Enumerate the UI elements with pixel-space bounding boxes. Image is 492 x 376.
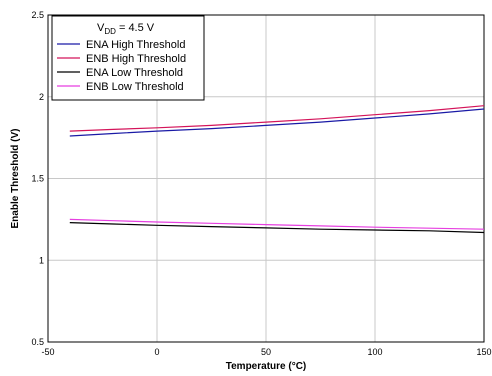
plot-frame — [47, 14, 485, 343]
legend-header: VDD = 4.5 V — [97, 22, 155, 36]
x-tick-label: 0 — [154, 347, 159, 357]
legend-items: ENA High Threshold ENB High Threshold ENA … — [57, 39, 186, 93]
x-tick-label: -50 — [41, 347, 54, 357]
x-tick-label: 100 — [367, 347, 382, 357]
y-tick-label: 1.5 — [31, 174, 44, 184]
y-tick-label: 1 — [39, 255, 44, 265]
y-tick-label: 2 — [39, 92, 44, 102]
x-tick-labels: -50 0 50 100 150 — [41, 347, 491, 357]
y-tick-label: 2.5 — [31, 10, 44, 20]
legend-label: ENB Low Threshold — [86, 81, 184, 93]
series-line-3 — [69, 222, 485, 234]
y-axis-title: Enable Threshold (V) — [10, 128, 21, 228]
legend-label: ENA High Threshold — [86, 39, 185, 51]
legend-header-rest: = 4.5 V — [116, 22, 155, 34]
legend-label: ENB High Threshold — [86, 53, 186, 65]
legend: VDD = 4.5 V ENA High Threshold ENB High T… — [51, 15, 205, 101]
y-tick-labels: 0.5 1 1.5 2 2.5 — [31, 10, 44, 347]
y-tick-label: 0.5 — [31, 337, 44, 347]
x-tick-label: 50 — [261, 347, 271, 357]
series-line-4 — [69, 218, 485, 230]
series-line-1 — [69, 108, 485, 137]
legend-header-subscript: DD — [104, 27, 116, 36]
x-tick-label: 150 — [476, 347, 491, 357]
x-axis-title: Temperature (°C) — [226, 361, 307, 372]
legend-header-main: V — [97, 22, 105, 34]
series-layer — [69, 105, 485, 234]
legend-label: ENA Low Threshold — [86, 67, 183, 79]
series-line-2 — [69, 105, 485, 132]
